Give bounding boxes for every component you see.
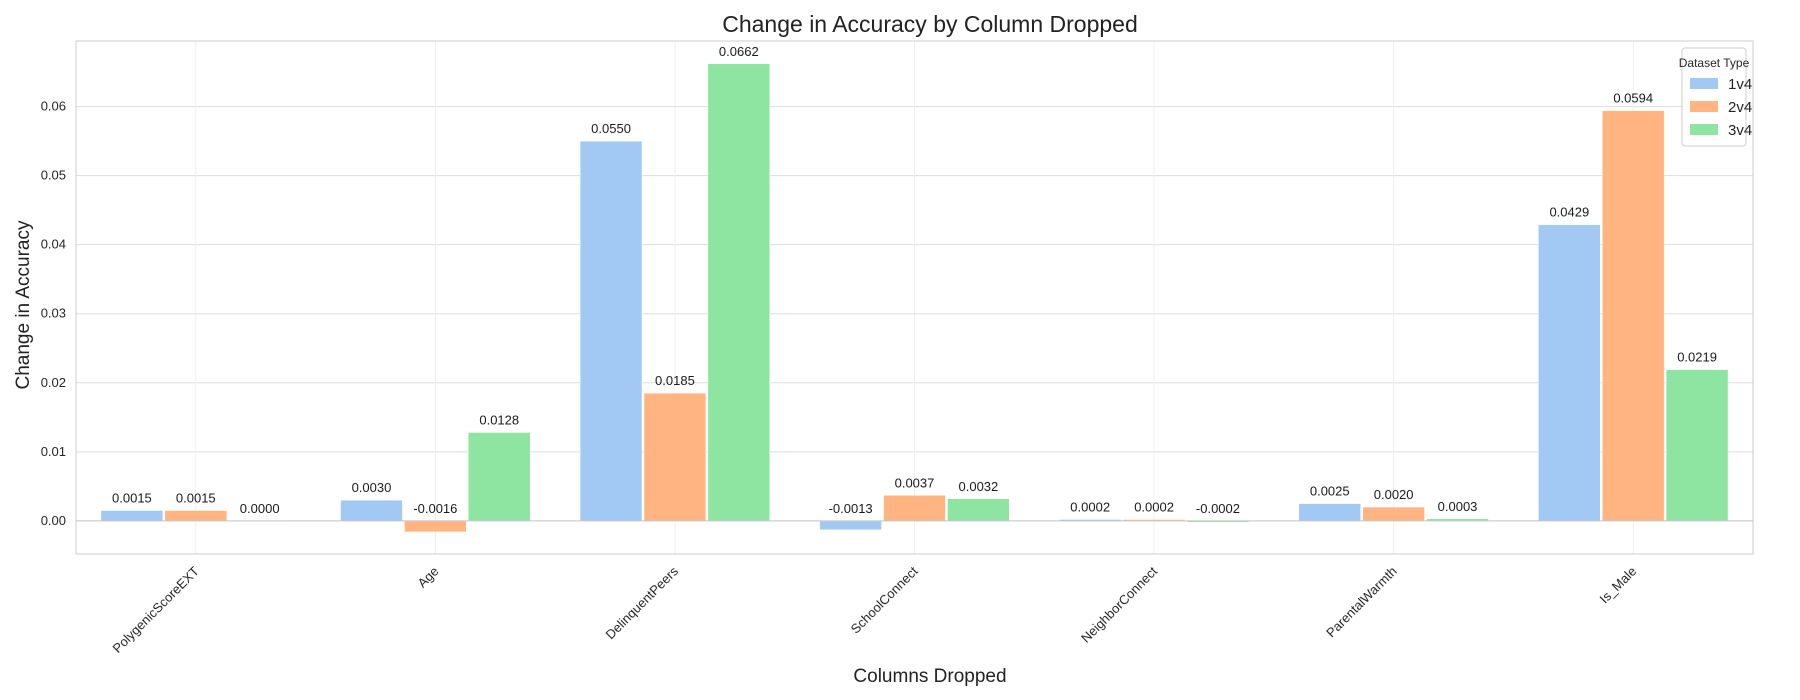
data-label: 0.0002 [1134,499,1174,514]
data-label: 0.0037 [895,475,935,490]
data-label: 0.0015 [112,491,152,506]
data-label: 0.0550 [591,121,631,136]
legend-label-2v4: 2v4 [1728,99,1752,116]
bar-2v4-Is_Male [1602,110,1665,522]
x-axis-label: Columns Dropped [853,666,1006,687]
x-tick-label: NeighborConnect [1078,563,1160,645]
data-label: -0.0002 [1196,501,1240,516]
legend-swatch-2v4 [1690,101,1718,112]
x-tick-label: PolygenicScoreEXT [110,563,202,655]
chart-title: Change in Accuracy by Column Dropped [722,11,1138,37]
data-label: 0.0032 [959,479,999,494]
x-axis-ticks: PolygenicScoreEXT Age DelinquentPeers Schoo… [110,563,1640,656]
data-label: 0.0662 [719,44,759,59]
x-tick-label: Is_Male [1597,564,1640,607]
bar-3v4-Age [468,432,531,522]
y-tick-label: 0.06 [41,99,66,114]
data-label: 0.0219 [1677,350,1717,365]
data-label: 0.0020 [1374,487,1414,502]
data-label: 0.0000 [240,501,280,516]
y-tick-label: 0.04 [41,237,66,252]
bar-2v4-SchoolConnect [883,495,946,522]
legend-label-3v4: 3v4 [1728,122,1752,139]
data-label: 0.0002 [1070,499,1110,514]
y-tick-label: 0.01 [41,444,66,459]
bar-2v4-Age [404,520,467,533]
y-axis-label: Change in Accuracy [13,220,34,389]
bar-1v4-Age [340,499,403,522]
bar-3v4-Is_Male [1665,369,1729,522]
y-axis-ticks: 0.00 0.01 0.02 0.03 0.04 0.05 0.06 [41,99,66,528]
legend-items: 1v4 2v4 3v4 [1690,76,1752,139]
x-tick-label: ParentalWarmth [1323,564,1400,641]
bars: 0.0015 0.0030 0.0550 -0.0013 0.0002 0.0025 0.0… [76,44,1753,533]
bar-1v4-SchoolConnect [819,520,882,531]
legend-swatch-3v4 [1690,124,1718,135]
x-tick-label: DelinquentPeers [602,563,681,642]
bar-1v4-DelinquentPeers [579,140,643,522]
y-tick-label: 0.03 [41,306,66,321]
y-tick-label: 0.05 [41,168,66,183]
y-tick-label: 0.02 [41,375,66,390]
legend-label-1v4: 1v4 [1728,76,1752,93]
x-tick-label: SchoolConnect [848,563,921,636]
data-label: 0.0030 [352,480,392,495]
data-label: 0.0429 [1549,205,1589,220]
legend: Dataset Type 1v4 2v4 3v4 [1679,47,1752,147]
data-label: -0.0016 [413,501,457,516]
bar-3v4-DelinquentPeers [707,63,771,522]
y-tick-label: 0.00 [41,513,66,528]
bar-1v4-Is_Male [1538,224,1601,522]
bar-2v4-ParentalWarmth [1362,506,1425,522]
data-label: 0.0015 [176,491,216,506]
bar-1v4-PolygenicScoreEXT [100,510,164,522]
data-label: 0.0185 [655,373,695,388]
data-label: 0.0128 [479,412,519,427]
legend-swatch-1v4 [1690,78,1718,89]
data-label: -0.0013 [829,501,873,516]
bar-2v4-DelinquentPeers [643,392,707,522]
bar-1v4-ParentalWarmth [1298,503,1361,522]
x-tick-label: Age [415,564,442,591]
bar-2v4-PolygenicScoreEXT [164,510,227,522]
legend-title: Dataset Type [1679,56,1750,70]
bar-3v4-SchoolConnect [947,498,1010,522]
plot-frame [75,40,1754,555]
legend-box [1681,47,1747,147]
data-label: 0.0003 [1438,499,1478,514]
data-label: 0.0594 [1613,91,1653,106]
data-label: 0.0025 [1310,484,1350,499]
